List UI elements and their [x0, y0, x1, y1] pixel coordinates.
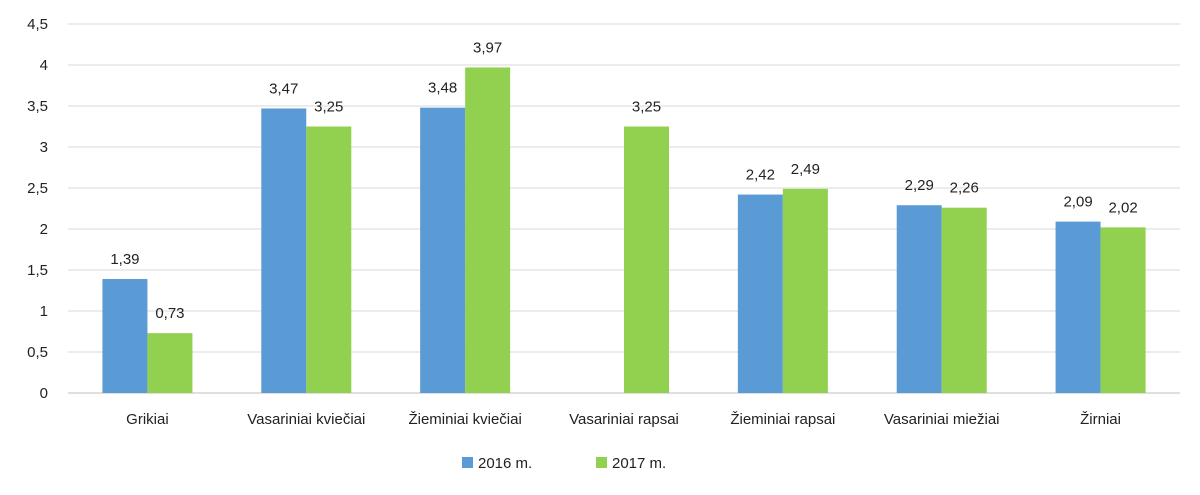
x-category-label: Žirniai [1080, 411, 1121, 428]
bar-2016 [737, 194, 783, 393]
bar-2017 [1100, 227, 1146, 393]
x-category-label: Žieminiai kviečiai [408, 411, 521, 428]
data-label: 3,47 [269, 80, 298, 97]
data-label: 3,97 [473, 39, 502, 56]
data-label: 3,25 [314, 99, 343, 116]
y-tick-label: 0 [40, 385, 48, 402]
bar-2017 [624, 126, 669, 393]
y-tick-label: 4,5 [27, 16, 48, 33]
bar-2017 [147, 333, 193, 393]
y-tick-label: 2 [40, 221, 48, 238]
data-label: 3,48 [428, 80, 457, 97]
y-tick-label: 0,5 [27, 344, 48, 361]
bar-2017 [306, 126, 352, 393]
y-tick-label: 1 [40, 303, 48, 320]
legend-swatch [596, 457, 607, 468]
x-category-label: Grikiai [126, 411, 169, 428]
bar-2016 [420, 107, 466, 393]
bar-2017 [782, 188, 828, 393]
legend-label: 2017 m. [612, 455, 666, 472]
bar-2016 [261, 108, 307, 394]
data-label: 1,39 [110, 251, 139, 268]
y-axis-ticks: 0 0,5 1 1,5 2 2,5 3 3,5 4 4,5 [27, 16, 48, 402]
legend-swatch [462, 457, 473, 468]
y-tick-label: 3 [40, 139, 48, 156]
bar-2017 [465, 67, 511, 394]
legend-label: 2016 m. [478, 455, 532, 472]
bar-2017 [941, 207, 987, 393]
bar-2016 [1055, 221, 1101, 393]
bar-2016 [102, 279, 148, 393]
y-tick-label: 1,5 [27, 262, 48, 279]
bar-2016 [896, 205, 942, 393]
data-labels: 1,39 0,73 3,47 3,25 3,48 3,97 3,25 2,42 2,49 2,29… [110, 39, 1137, 322]
y-tick-label: 2,5 [27, 180, 48, 197]
y-tick-label: 3,5 [27, 98, 48, 115]
legend: 2016 m. 2017 m. [462, 455, 666, 472]
x-axis-categories: Grikiai Vasariniai kviečiai Žieminiai kvie… [126, 411, 1121, 428]
data-label: 2,29 [905, 177, 934, 194]
data-label: 2,26 [950, 180, 979, 197]
x-category-label: Vasariniai kviečiai [247, 411, 365, 428]
x-category-label: Vasariniai miežiai [884, 411, 1000, 428]
data-label: 3,25 [632, 99, 661, 116]
data-label: 2,09 [1063, 194, 1092, 211]
data-label: 2,49 [791, 161, 820, 178]
data-label: 2,02 [1108, 199, 1137, 216]
bars [102, 67, 1146, 394]
data-label: 0,73 [155, 305, 184, 322]
x-category-label: Vasariniai rapsai [569, 411, 679, 428]
y-tick-label: 4 [40, 57, 48, 74]
data-label: 2,42 [746, 167, 775, 184]
x-category-label: Žieminiai rapsai [730, 411, 835, 428]
